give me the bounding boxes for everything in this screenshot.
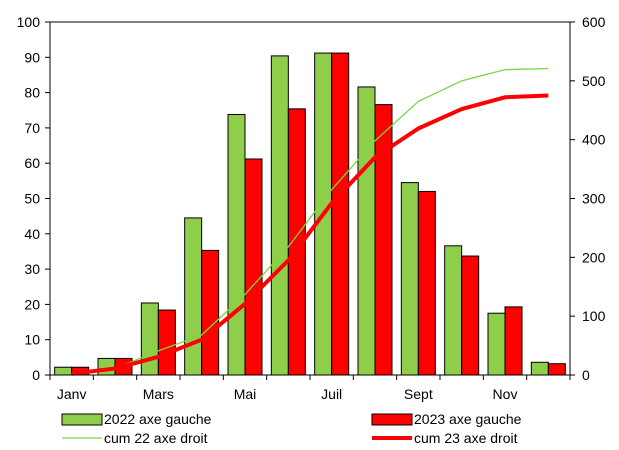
left-tick-label: 90 bbox=[24, 49, 40, 65]
left-tick-label: 50 bbox=[24, 191, 40, 207]
right-tick-label: 500 bbox=[582, 73, 606, 89]
x-tick-label: Mai bbox=[234, 386, 257, 402]
line-cum-22-axe-droit bbox=[71, 67, 549, 375]
legend-label-1: 2022 axe gauche bbox=[104, 411, 212, 427]
left-tick-label: 0 bbox=[32, 367, 40, 383]
right-tick-label: 200 bbox=[582, 249, 606, 265]
line-cum-23-axe-droit bbox=[71, 93, 549, 376]
bar-2-Juil bbox=[331, 52, 350, 376]
x-tick-label: Mars bbox=[143, 386, 174, 402]
bar-2-Août bbox=[374, 104, 393, 376]
plot-area bbox=[54, 52, 566, 376]
bar-1-Janv bbox=[54, 366, 73, 376]
x-tick-label: Nov bbox=[493, 386, 518, 402]
bar-2-Mars bbox=[157, 309, 176, 376]
legend-swatch-1 bbox=[61, 413, 103, 426]
left-tick-label: 10 bbox=[24, 332, 40, 348]
axes: 0 10 20 30 40 50 60 70 80 90 100 0 100 200 300 400 500 60… bbox=[17, 14, 606, 402]
left-tick-label: 80 bbox=[24, 85, 40, 101]
bar-2-Sept bbox=[417, 190, 436, 376]
legend-swatch-2 bbox=[371, 413, 413, 426]
left-tick-label: 30 bbox=[24, 261, 40, 277]
bar-1-Août bbox=[357, 86, 376, 376]
bar-2-Mai bbox=[244, 158, 263, 376]
bar-2-Avr bbox=[201, 249, 220, 376]
right-tick-label: 0 bbox=[582, 367, 590, 383]
bar-1-Avr bbox=[184, 217, 203, 376]
left-tick-label: 60 bbox=[24, 155, 40, 171]
bar-1-Sept bbox=[400, 182, 419, 376]
bar-2-Nov bbox=[504, 306, 523, 376]
bar-1-Mai bbox=[227, 113, 246, 376]
bar-1-Févr bbox=[97, 357, 116, 376]
legend-label-2: 2023 axe gauche bbox=[414, 411, 522, 427]
right-tick-label: 100 bbox=[582, 308, 606, 324]
bar-1-Déc bbox=[530, 361, 549, 376]
legend-label-3: cum 22 axe droit bbox=[104, 430, 208, 446]
right-tick-label: 400 bbox=[582, 132, 606, 148]
left-tick-label: 40 bbox=[24, 226, 40, 242]
right-tick-label: 600 bbox=[582, 14, 606, 30]
bar-1-Oct bbox=[444, 245, 463, 376]
left-tick-label: 100 bbox=[17, 14, 41, 30]
x-tick-label: Sept bbox=[404, 386, 433, 402]
bar-1-Nov bbox=[487, 312, 506, 376]
x-tick-label: Janv bbox=[57, 386, 87, 402]
bar-2-Oct bbox=[461, 255, 480, 376]
legend: 2022 axe gauche 2023 axe gauche cum 22 axe… bbox=[61, 411, 522, 446]
bar-1-Mars bbox=[140, 302, 159, 376]
x-tick-label: Juil bbox=[321, 386, 342, 402]
bar-2-Déc bbox=[547, 363, 566, 376]
left-tick-label: 70 bbox=[24, 120, 40, 136]
bar-1-Juin bbox=[270, 55, 289, 376]
right-tick-label: 300 bbox=[582, 191, 606, 207]
left-tick-label: 20 bbox=[24, 296, 40, 312]
legend-label-4: cum 23 axe droit bbox=[414, 430, 518, 446]
